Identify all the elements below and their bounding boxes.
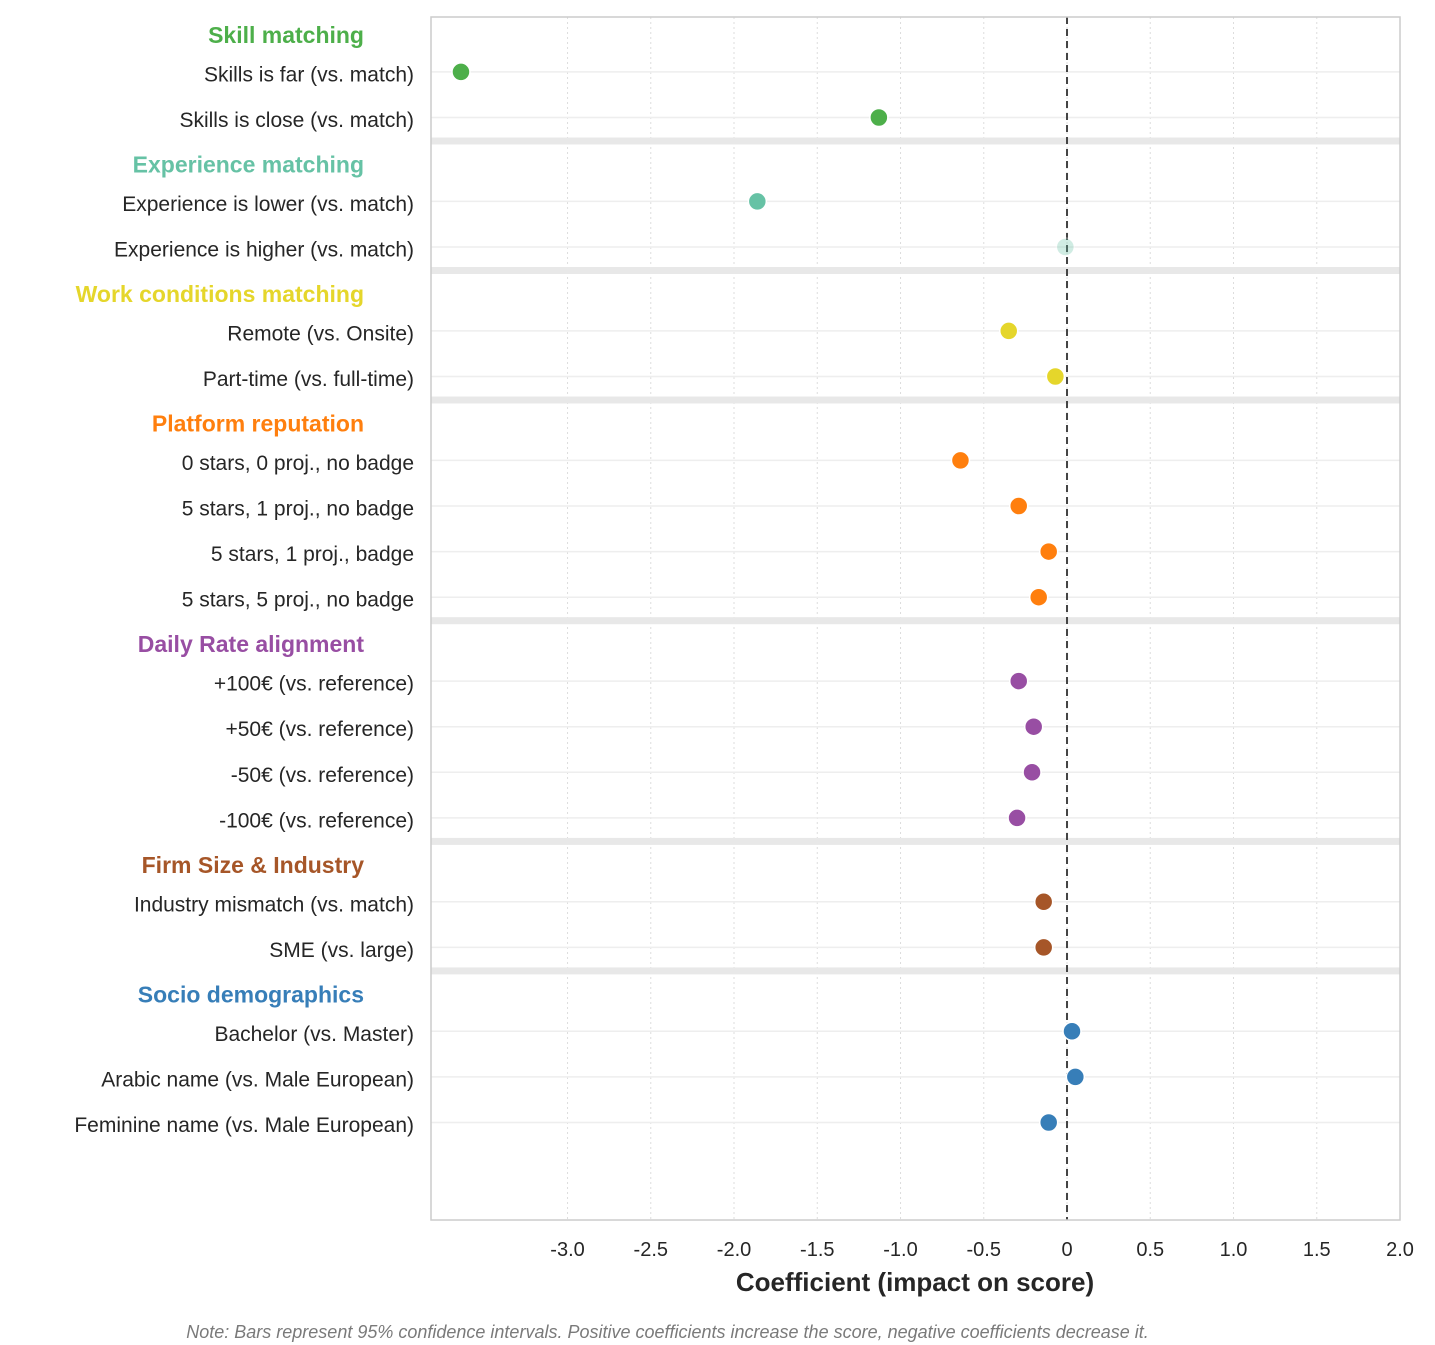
data-point [950, 450, 971, 471]
x-tick-label: -1.0 [883, 1239, 917, 1261]
group-header: Platform reputation [152, 411, 364, 437]
data-point [1038, 541, 1059, 562]
group-header: Experience matching [133, 152, 364, 178]
x-tick-label: -0.5 [967, 1239, 1001, 1261]
grid-layer [431, 17, 1401, 1220]
group-header: Firm Size & Industry [142, 852, 365, 878]
category-label: Part-time (vs. full-time) [203, 368, 414, 391]
x-tick-label: -1.5 [800, 1239, 834, 1261]
x-tick-label: 2.0 [1386, 1239, 1414, 1261]
category-label: Experience is lower (vs. match) [122, 193, 414, 216]
data-point [1062, 1021, 1082, 1042]
group-separator [431, 837, 1400, 845]
x-tick-label: 1.0 [1220, 1239, 1248, 1261]
group-header: Skill matching [208, 22, 364, 48]
category-label: 5 stars, 5 proj., no badge [182, 589, 414, 612]
group-header: Daily Rate alignment [138, 631, 365, 657]
data-point [1065, 1067, 1086, 1087]
group-separator [431, 617, 1400, 625]
data-point [1038, 1112, 1059, 1133]
category-label: Skills is far (vs. match) [204, 63, 414, 86]
x-tick-label: 1.5 [1303, 1239, 1331, 1261]
y-axis-labels: Skill matching Skills is far (vs. match) S… [74, 22, 414, 1137]
category-label: Bachelor (vs. Master) [214, 1023, 414, 1046]
category-label: 0 stars, 0 proj., no badge [182, 452, 414, 475]
data-point [747, 191, 768, 212]
category-label: +50€ (vs. reference) [225, 718, 414, 741]
x-tick-label: -2.0 [717, 1239, 751, 1261]
category-label: -100€ (vs. reference) [219, 809, 414, 832]
category-label: Feminine name (vs. Male European) [74, 1114, 414, 1137]
group-separator [431, 137, 1400, 145]
data-point [1008, 496, 1029, 516]
category-label: Industry mismatch (vs. match) [134, 893, 414, 916]
group-separator [431, 267, 1400, 274]
data-point [1023, 716, 1044, 737]
data-point [1055, 237, 1076, 257]
data-point [998, 321, 1019, 341]
data-point [451, 62, 471, 82]
data-point [1033, 937, 1054, 958]
data-point [1007, 808, 1027, 828]
x-tick-label: 0 [1061, 1239, 1072, 1261]
x-axis-title: Coefficient (impact on score) [736, 1267, 1094, 1297]
category-label: Experience is higher (vs. match) [114, 239, 414, 262]
group-separator [431, 396, 1400, 404]
category-label: 5 stars, 1 proj., badge [211, 543, 414, 566]
category-label: Arabic name (vs. Male European) [101, 1068, 414, 1091]
x-axis-ticks: -3.0 -2.5 -2.0 -1.5 -1.0 -0.5 0 0.5 1.0 1.5 2.0 [550, 1239, 1414, 1261]
group-header: Socio demographics [138, 981, 364, 1007]
data-point [1033, 892, 1054, 912]
data-point [1008, 671, 1029, 691]
x-tick-label: -3.0 [550, 1239, 584, 1261]
data-point [1028, 587, 1049, 607]
data-point [869, 107, 889, 128]
footnote: Note: Bars represent 95% confidence inte… [186, 1322, 1149, 1342]
data-point [1022, 762, 1042, 783]
category-label: SME (vs. large) [269, 939, 414, 962]
group-header: Work conditions matching [76, 281, 364, 307]
category-label: 5 stars, 1 proj., no badge [182, 498, 414, 521]
group-separator [431, 967, 1400, 975]
category-label: Skills is close (vs. match) [179, 109, 414, 132]
x-tick-label: -2.5 [634, 1239, 668, 1261]
data-point [1045, 366, 1066, 387]
category-label: -50€ (vs. reference) [231, 764, 414, 787]
plot-frame [430, 16, 1401, 1221]
category-label: +100€ (vs. reference) [214, 673, 414, 696]
category-label: Remote (vs. Onsite) [227, 322, 414, 345]
x-tick-label: 0.5 [1136, 1239, 1164, 1261]
group-separators [431, 137, 1400, 975]
data-points [451, 62, 1086, 1133]
